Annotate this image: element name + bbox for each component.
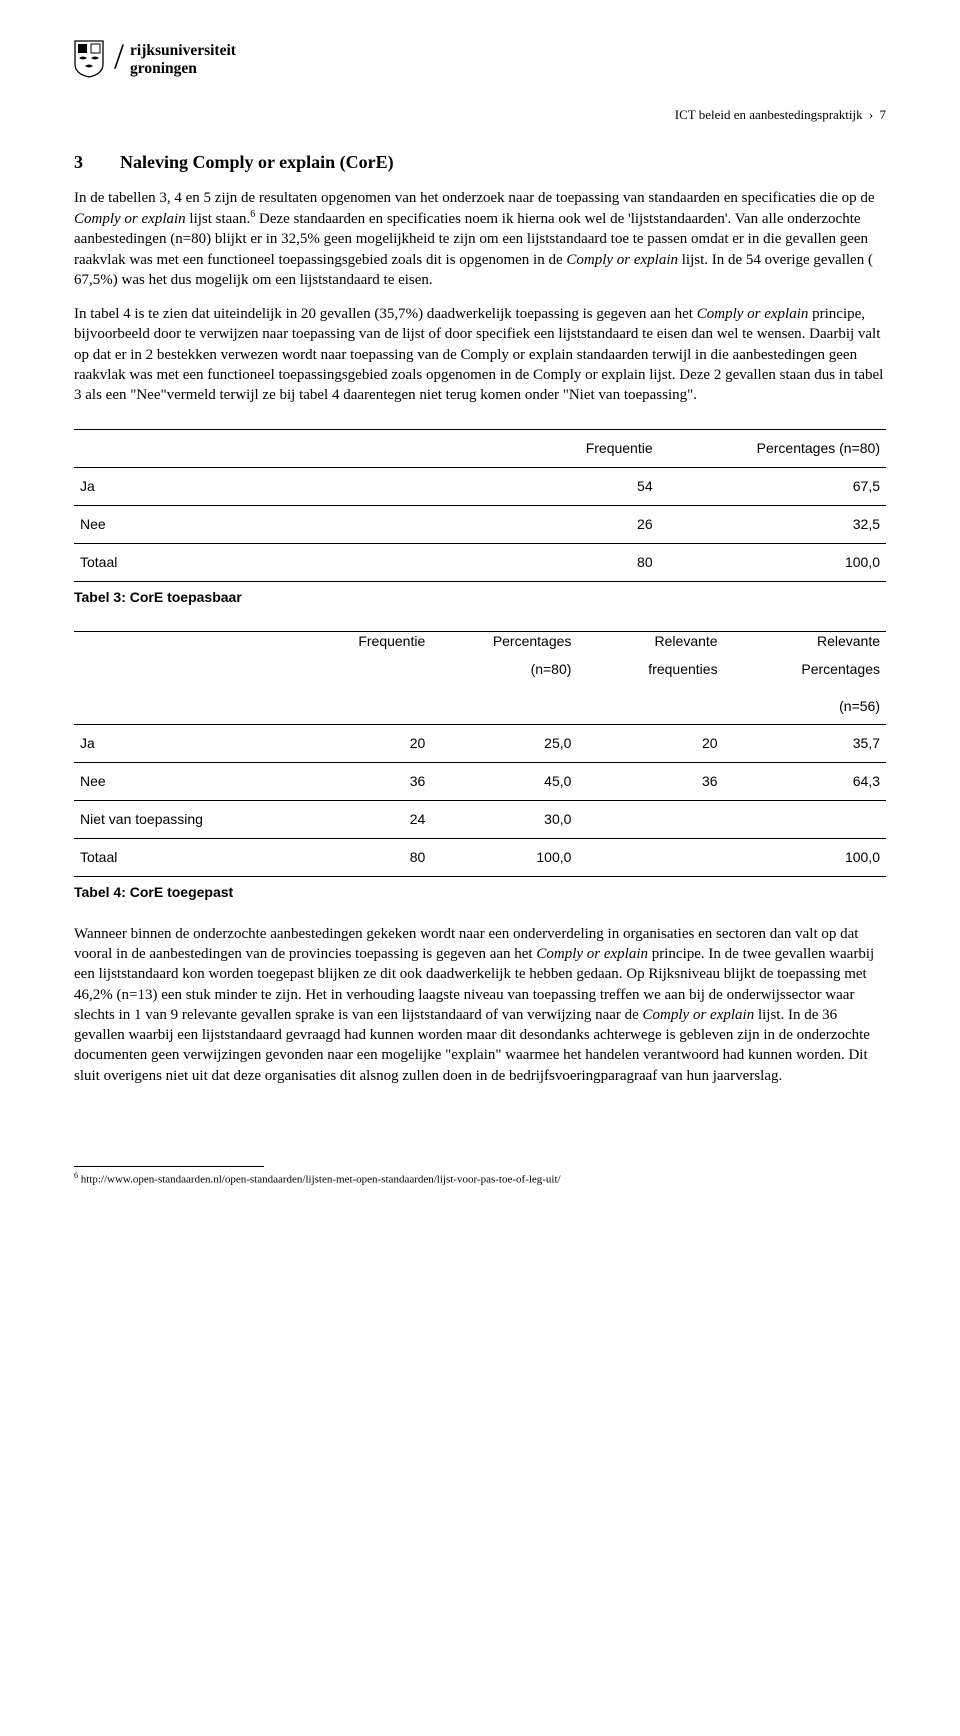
t4-h2a: Frequentie [301, 631, 431, 659]
t4-h4b: frequenties [577, 660, 723, 688]
table-row: Ja 20 25,0 20 35,7 [74, 725, 886, 763]
running-sep: › [869, 107, 873, 122]
section-title: Naleving Comply or explain (CorE) [120, 150, 394, 174]
table-4-caption: Tabel 4: CorE toegepast [74, 883, 886, 902]
t4-h3a: Percentages [431, 631, 577, 659]
t4-r0-rfreq: 20 [577, 725, 723, 763]
t3-r2-label: Totaal [74, 544, 431, 582]
footnote-text: http://www.open-standaarden.nl/open-stan… [78, 1174, 561, 1186]
table-row: Nee 26 32,5 [74, 506, 886, 544]
t3-r1-pct: 32,5 [659, 506, 886, 544]
section-heading: 3 Naleving Comply or explain (CorE) [74, 150, 886, 174]
document-header: / rijksuniversiteit groningen [74, 40, 886, 78]
t4-h1a [74, 631, 301, 659]
p1-b: lijst staan. [186, 211, 251, 227]
running-header: ICT beleid en aanbestedingspraktijk › 7 [74, 106, 886, 124]
t3-h3: Percentages (n=80) [659, 430, 886, 468]
t4-r2-pct: 30,0 [431, 801, 577, 839]
t4-h5a: Relevante [724, 631, 886, 659]
paragraph-2: In tabel 4 is te zien dat uiteindelijk i… [74, 304, 886, 405]
t4-r2-rfreq [577, 801, 723, 839]
table-3: Frequentie Percentages (n=80) Ja 54 67,5… [74, 429, 886, 582]
table-row: Totaal 80 100,0 [74, 544, 886, 582]
p3-em2: Comply or explain [643, 1007, 755, 1023]
table-4: Frequentie Percentages Relevante Relevan… [74, 631, 886, 877]
t4-h5c: (n=56) [724, 688, 886, 725]
t3-r2-freq: 80 [431, 544, 658, 582]
university-name: rijksuniversiteit groningen [130, 40, 236, 78]
t4-r3-rfreq [577, 839, 723, 877]
p1-em2: Comply or explain [566, 252, 678, 268]
t4-r3-label: Totaal [74, 839, 301, 877]
table-3-caption: Tabel 3: CorE toepasbaar [74, 588, 886, 607]
t4-h1c [74, 688, 301, 725]
t3-h1 [74, 430, 431, 468]
p2-em1: Comply or explain [697, 306, 809, 322]
university-name-line2: groningen [130, 60, 236, 78]
t4-r2-freq: 24 [301, 801, 431, 839]
t4-h2c [301, 688, 431, 725]
t4-r0-rpct: 35,7 [724, 725, 886, 763]
p2-a: In tabel 4 is te zien dat uiteindelijk i… [74, 306, 697, 322]
section-number: 3 [74, 150, 92, 174]
t4-r3-rpct: 100,0 [724, 839, 886, 877]
t3-r2-pct: 100,0 [659, 544, 886, 582]
t4-r1-freq: 36 [301, 763, 431, 801]
t4-r1-rfreq: 36 [577, 763, 723, 801]
footnote-rule [74, 1166, 264, 1167]
t4-r1-label: Nee [74, 763, 301, 801]
footnote-6: 6 http://www.open-standaarden.nl/open-st… [74, 1171, 886, 1188]
t4-r0-pct: 25,0 [431, 725, 577, 763]
t4-h2b [301, 660, 431, 688]
t4-h4a: Relevante [577, 631, 723, 659]
t4-h4c [577, 688, 723, 725]
university-shield-icon [74, 40, 104, 78]
university-name-line1: rijksuniversiteit [130, 42, 236, 60]
t3-r0-label: Ja [74, 468, 431, 506]
t4-r0-freq: 20 [301, 725, 431, 763]
t4-r2-label: Niet van toepassing [74, 801, 301, 839]
t4-r3-freq: 80 [301, 839, 431, 877]
table-row: Totaal 80 100,0 100,0 [74, 839, 886, 877]
t4-h3b: (n=80) [431, 660, 577, 688]
t4-r1-rpct: 64,3 [724, 763, 886, 801]
t3-r0-pct: 67,5 [659, 468, 886, 506]
t4-h1b [74, 660, 301, 688]
t4-r3-pct: 100,0 [431, 839, 577, 877]
t3-r0-freq: 54 [431, 468, 658, 506]
t3-r1-freq: 26 [431, 506, 658, 544]
t3-r1-label: Nee [74, 506, 431, 544]
t4-r1-pct: 45,0 [431, 763, 577, 801]
table-row: Ja 54 67,5 [74, 468, 886, 506]
paragraph-1: In de tabellen 3, 4 en 5 zijn de resulta… [74, 188, 886, 290]
p3-em1: Comply or explain [536, 946, 648, 962]
table-row: Nee 36 45,0 36 64,3 [74, 763, 886, 801]
page-number: 7 [880, 107, 887, 122]
p1-a: In de tabellen 3, 4 en 5 zijn de resulta… [74, 190, 875, 206]
t4-h3c [431, 688, 577, 725]
table-row: Niet van toepassing 24 30,0 [74, 801, 886, 839]
p1-em1: Comply or explain [74, 211, 186, 227]
running-title: ICT beleid en aanbestedingspraktijk [675, 107, 863, 122]
paragraph-3: Wanneer binnen de onderzochte aanbestedi… [74, 924, 886, 1086]
logo-slash-icon: / [114, 40, 124, 72]
t4-r2-rpct [724, 801, 886, 839]
t3-h2: Frequentie [431, 430, 658, 468]
t4-r0-label: Ja [74, 725, 301, 763]
t4-h5b: Percentages [724, 660, 886, 688]
